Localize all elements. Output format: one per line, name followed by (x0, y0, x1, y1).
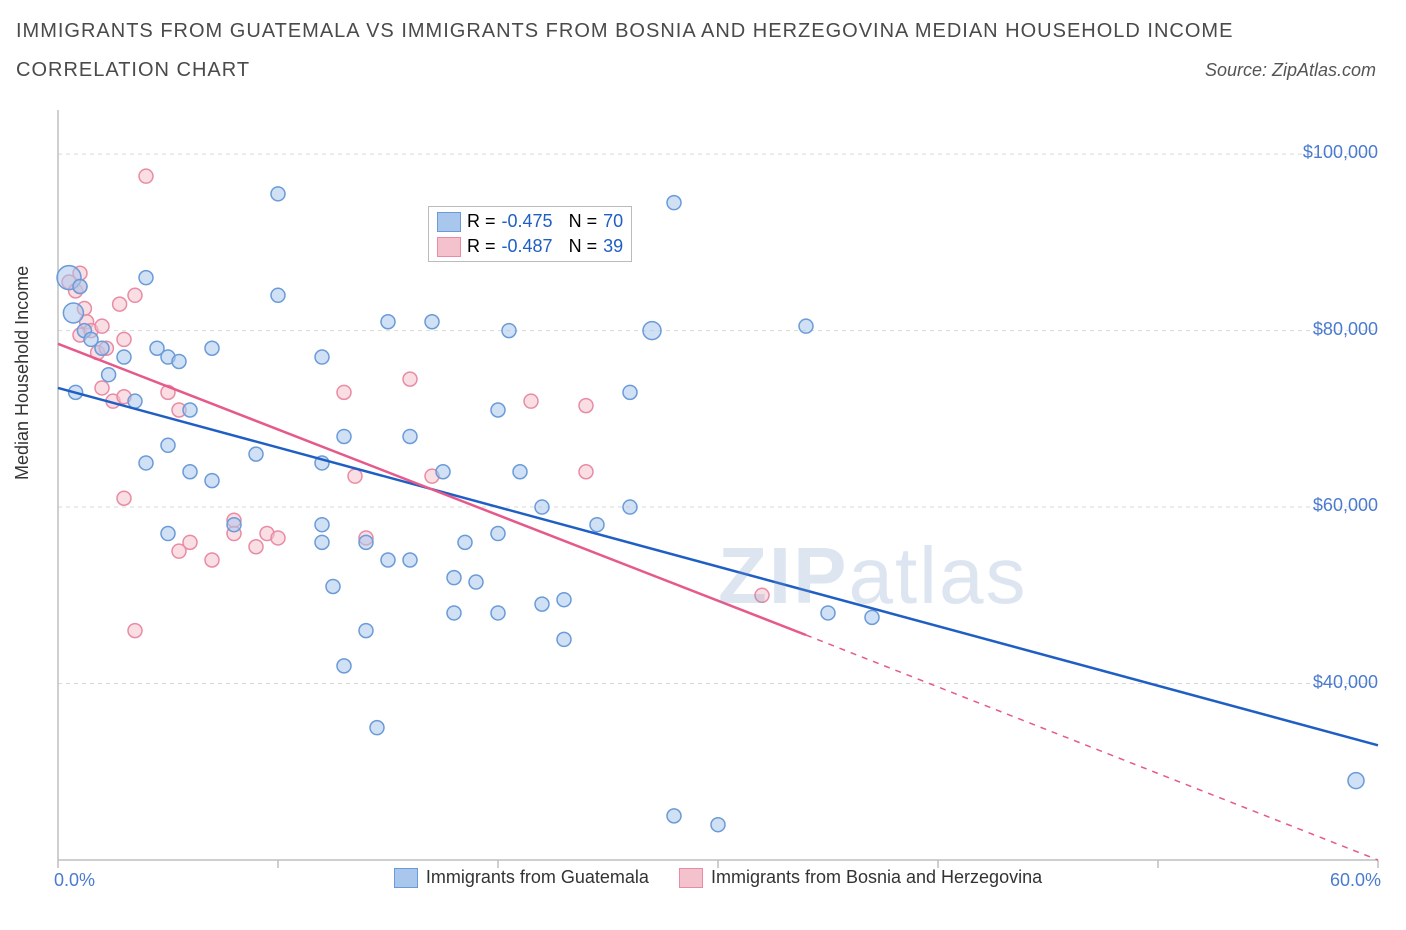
chart-title-line1: IMMIGRANTS FROM GUATEMALA VS IMMIGRANTS … (16, 20, 1233, 43)
bottom-legend: Immigrants from Guatemala Immigrants fro… (48, 867, 1388, 888)
stats-legend-box: R = -0.475 N = 70 R = -0.487 N = 39 (428, 206, 632, 262)
r-value-blue: -0.475 (502, 211, 553, 232)
chart-svg (48, 100, 1388, 890)
swatch-pink (679, 868, 703, 888)
stats-row-pink: R = -0.487 N = 39 (433, 234, 627, 259)
y-tick-label: $100,000 (1303, 142, 1378, 163)
legend-item-pink: Immigrants from Bosnia and Herzegovina (679, 867, 1042, 888)
y-axis-label: Median Household Income (12, 266, 33, 480)
y-tick-label: $80,000 (1313, 319, 1378, 340)
n-value-pink: 39 (603, 236, 623, 257)
swatch-pink (437, 237, 461, 257)
n-label: N = (569, 211, 598, 232)
scatter-chart: ZIPatlas R = -0.475 N = 70 R = -0.487 N … (48, 100, 1388, 890)
legend-label-pink: Immigrants from Bosnia and Herzegovina (711, 867, 1042, 888)
legend-item-blue: Immigrants from Guatemala (394, 867, 649, 888)
swatch-blue (394, 868, 418, 888)
y-tick-label: $40,000 (1313, 672, 1378, 693)
stats-row-blue: R = -0.475 N = 70 (433, 209, 627, 234)
n-value-blue: 70 (603, 211, 623, 232)
r-value-pink: -0.487 (502, 236, 553, 257)
r-label: R = (467, 236, 496, 257)
swatch-blue (437, 212, 461, 232)
source-attribution: Source: ZipAtlas.com (1205, 60, 1376, 81)
r-label: R = (467, 211, 496, 232)
legend-label-blue: Immigrants from Guatemala (426, 867, 649, 888)
y-tick-label: $60,000 (1313, 495, 1378, 516)
chart-title-line2: CORRELATION CHART (16, 59, 1233, 82)
chart-title-block: IMMIGRANTS FROM GUATEMALA VS IMMIGRANTS … (16, 20, 1233, 82)
n-label: N = (569, 236, 598, 257)
